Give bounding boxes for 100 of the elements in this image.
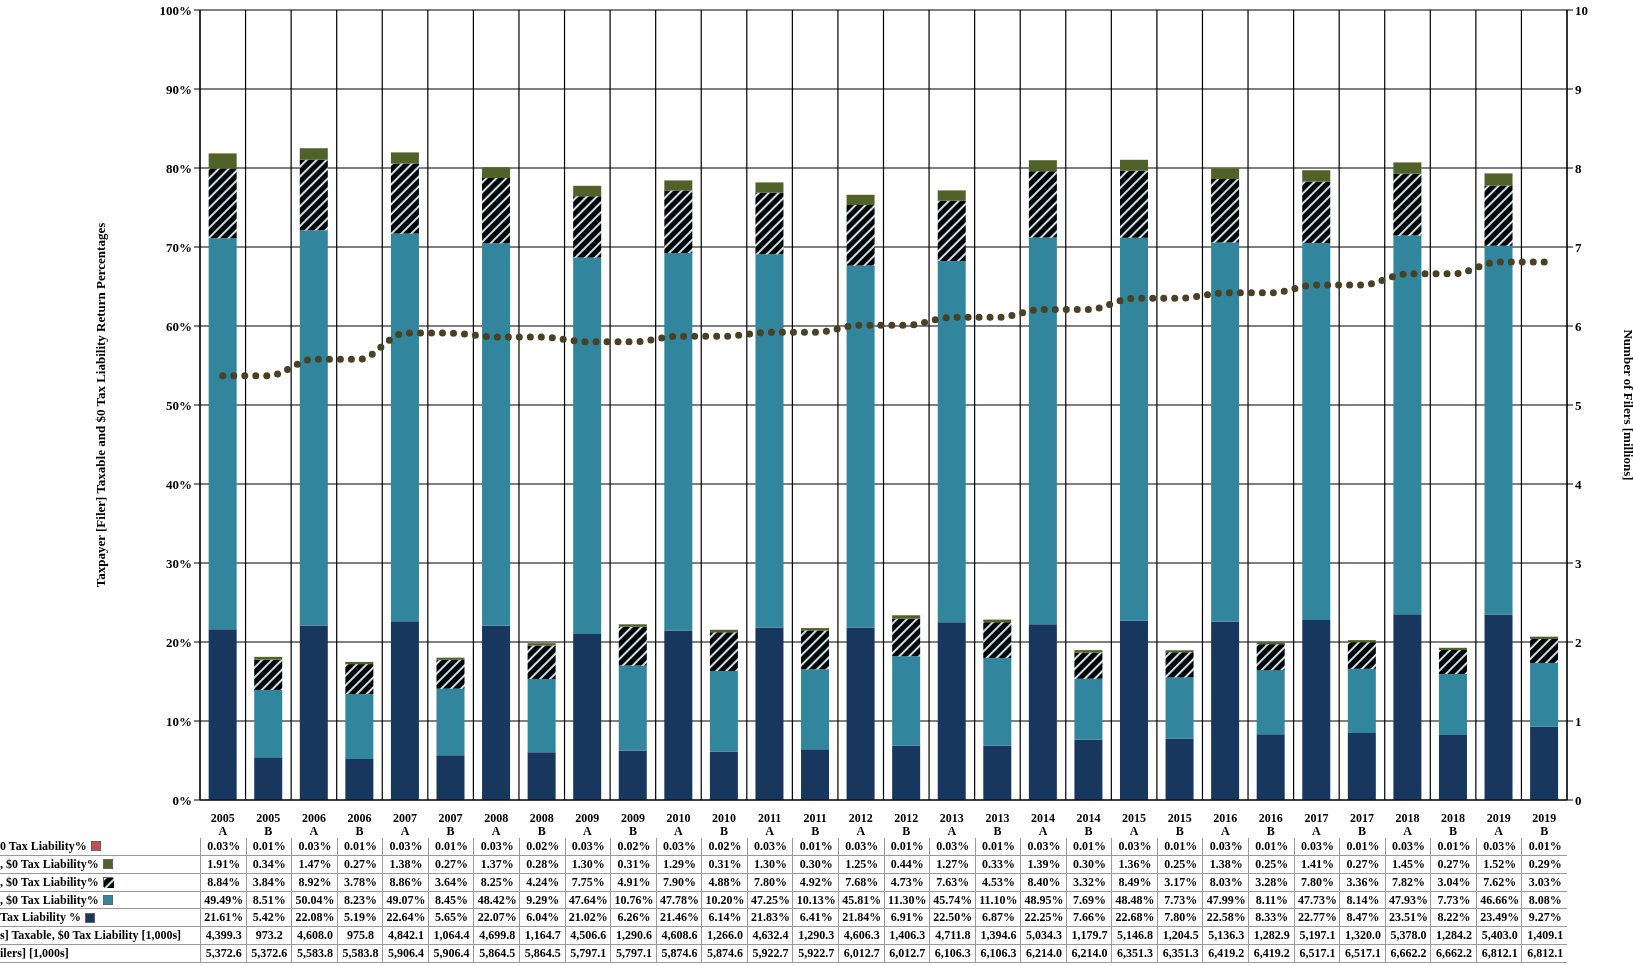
bar xyxy=(664,180,693,191)
data-label: 4.88% xyxy=(701,873,748,891)
data-label: 4.92% xyxy=(792,873,839,891)
data-label: 8.08% xyxy=(1521,891,1568,909)
x-tick-label: 2012 A xyxy=(848,811,873,838)
bar xyxy=(618,750,647,800)
bar xyxy=(527,678,556,753)
data-label: 1.52% xyxy=(1475,855,1523,873)
data-label: 22.08% xyxy=(291,909,338,927)
bar xyxy=(1347,733,1376,800)
bar xyxy=(1438,674,1467,736)
y2-tick-label: 4 xyxy=(1575,476,1582,492)
bar xyxy=(983,745,1012,800)
x-tick-label: 2019 B xyxy=(1532,811,1557,838)
bar xyxy=(436,659,465,689)
data-label: 0.27% xyxy=(1339,855,1386,873)
data-label: 10.20% xyxy=(701,891,748,909)
text: 4,506.6 xyxy=(570,928,607,943)
bar xyxy=(208,238,237,630)
bar xyxy=(482,177,511,244)
x-tick-label: 2018 A xyxy=(1395,811,1420,838)
data-label: 4.73% xyxy=(883,873,931,891)
bar xyxy=(1028,237,1057,625)
data-label: 3.17% xyxy=(1156,873,1204,891)
data-label: 0.29% xyxy=(1521,855,1568,873)
bar xyxy=(892,745,921,800)
bar xyxy=(846,204,875,266)
bar xyxy=(846,195,875,205)
data-label: 21.83% xyxy=(746,909,794,927)
bar xyxy=(482,167,511,178)
data-label: 7.82% xyxy=(1384,873,1432,891)
data-label: 7.66% xyxy=(1065,909,1113,927)
y2-tick-label: 5 xyxy=(1575,397,1582,413)
data-label: 0.01% xyxy=(1339,838,1386,855)
data-label: 7.80% xyxy=(1293,873,1341,891)
text: 975.8 xyxy=(346,928,374,943)
x-tick-label: 2016 A xyxy=(1213,811,1238,838)
data-label: 22.68% xyxy=(1111,909,1158,927)
y-tick-label: 80% xyxy=(166,160,192,176)
bar xyxy=(1165,677,1194,739)
text: 6,662.2 xyxy=(1436,946,1473,961)
data-label: 1.29% xyxy=(655,855,703,873)
bar xyxy=(208,168,237,239)
x-tick-label: 2015 A xyxy=(1122,811,1147,838)
data-label: 8.11% xyxy=(1248,891,1295,909)
text: 6,106.3 xyxy=(980,946,1017,961)
y2-tick-label: 9 xyxy=(1575,81,1582,97)
data-label: 8.84% xyxy=(200,873,247,891)
bar xyxy=(345,693,374,759)
legend-label: , $0 Tax Liability% xyxy=(0,873,99,891)
bar xyxy=(1484,185,1513,246)
data-label: 0.03% xyxy=(746,838,794,855)
bar xyxy=(664,253,693,631)
data-label: 45.74% xyxy=(929,891,976,909)
bar xyxy=(1028,171,1057,238)
x-tick-label: 2011 B xyxy=(803,811,827,838)
data-label: 0.03% xyxy=(929,838,976,855)
data-label: 1.30% xyxy=(564,855,612,873)
data-label: 0.03% xyxy=(1293,838,1341,855)
text: 6,351.3 xyxy=(1117,946,1154,961)
data-label: 47.93% xyxy=(1384,891,1432,909)
data-label: 3.64% xyxy=(427,873,475,891)
bar xyxy=(1484,173,1513,186)
bar xyxy=(1165,738,1194,800)
bar xyxy=(390,152,419,164)
bar xyxy=(1484,245,1513,615)
bar xyxy=(1074,739,1103,800)
text: ilers] [1,000s] xyxy=(0,945,69,962)
data-label: 0.44% xyxy=(883,855,931,873)
bar xyxy=(1530,639,1559,663)
data-label: 0.01% xyxy=(1156,838,1204,855)
bar xyxy=(345,759,374,800)
y2-tick-label: 6 xyxy=(1575,318,1582,334)
data-label: 0.03% xyxy=(564,838,612,855)
legend-label: Tax Liability % xyxy=(0,909,81,927)
bar xyxy=(1119,237,1148,621)
data-label: 21.46% xyxy=(655,909,703,927)
bar xyxy=(254,757,283,800)
data-label: 0.28% xyxy=(518,855,566,873)
bar xyxy=(1211,621,1240,800)
data-label: 3.78% xyxy=(336,873,384,891)
bar xyxy=(1028,624,1057,800)
data-label: 0.03% xyxy=(1111,838,1158,855)
bar xyxy=(1302,181,1331,244)
text: 5,378.0 xyxy=(1390,928,1427,943)
y2-tick-label: 2 xyxy=(1575,634,1582,650)
y-tick-label: 50% xyxy=(166,397,192,413)
x-tick-label: 2007 B xyxy=(438,811,463,838)
data-label: 0.03% xyxy=(1475,838,1523,855)
text: 5,372.6 xyxy=(251,946,288,961)
bar xyxy=(1211,168,1240,180)
x-tick-label: 2010 A xyxy=(666,811,691,838)
data-label: 0.33% xyxy=(974,855,1022,873)
text: 5,864.5 xyxy=(524,946,561,961)
y-tick-label: 100% xyxy=(159,2,192,18)
data-label: 0.01% xyxy=(1248,838,1295,855)
bar xyxy=(1347,668,1376,734)
text: 5,797.1 xyxy=(570,946,607,961)
bar xyxy=(755,192,784,255)
data-label: 47.73% xyxy=(1293,891,1341,909)
